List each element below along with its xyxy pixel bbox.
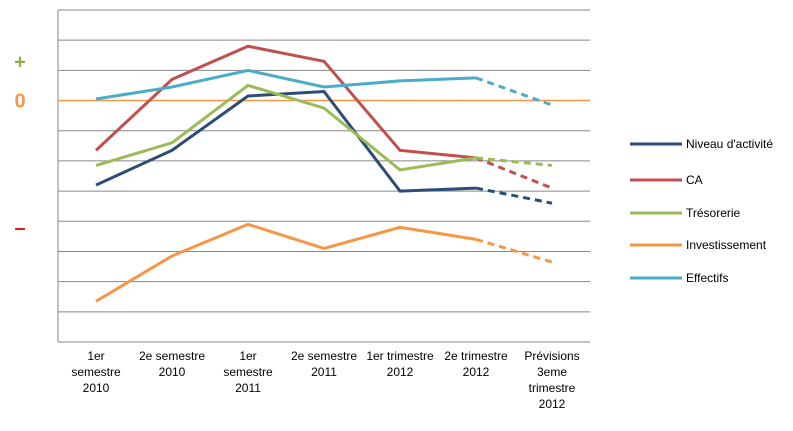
x-tick-line: 2012 [463,365,490,379]
x-tick-label: Prévisions 3eme trimestre 2012 [524,349,579,411]
series-line [95,83,477,172]
x-tick-line: 2010 [159,365,186,379]
x-tick-label: 2e semestre 2011 [291,349,357,379]
series-line [95,68,477,101]
legend-label: CA [686,173,703,187]
forecast-line [475,156,553,167]
forecast-line [475,76,553,107]
x-tick-label: 1er semestre 2011 [223,349,273,395]
x-tick-line: 2e semestre [291,349,357,363]
x-tick-line: semestre [223,365,273,379]
forecast-line [475,237,553,264]
x-tick-line: 2012 [539,397,566,411]
x-tick-line: 1er trimestre [366,349,434,363]
series-line [94,44,477,160]
legend-label: Investissement [686,238,767,252]
legend-label: Trésorerie [686,206,741,220]
annotation: + [14,51,26,73]
x-tick-line: 2011 [311,365,337,379]
legend-label: Niveau d'activité [686,137,773,151]
legend-label: Effectifs [686,271,728,285]
series-line [95,222,477,303]
x-tick-label: 2e trimestre 2012 [444,349,508,379]
annotation: – [14,217,25,239]
x-tick-line: 1er [239,349,256,363]
x-tick-line: 2e trimestre [444,349,508,363]
x-tick-label: 2e semestre 2010 [139,349,205,379]
forecast-line [475,156,553,190]
x-tick-line: 2012 [387,365,414,379]
forecast-line [475,186,553,205]
x-tick-line: Prévisions [524,349,579,363]
x-tick-line: 2e semestre [139,349,205,363]
x-tick-line: 1er [87,349,104,363]
x-tick-line: trimestre [529,381,576,395]
series-line [95,89,477,193]
annotation: 0 [14,91,25,113]
x-tick-line: 3eme [537,365,567,379]
x-tick-line: semestre [71,365,121,379]
x-tick-line: 2011 [235,381,261,395]
x-tick-line: 2010 [83,381,110,395]
x-tick-label: 1er semestre 2010 [71,349,121,395]
x-tick-label: 1er trimestre 2012 [366,349,434,379]
